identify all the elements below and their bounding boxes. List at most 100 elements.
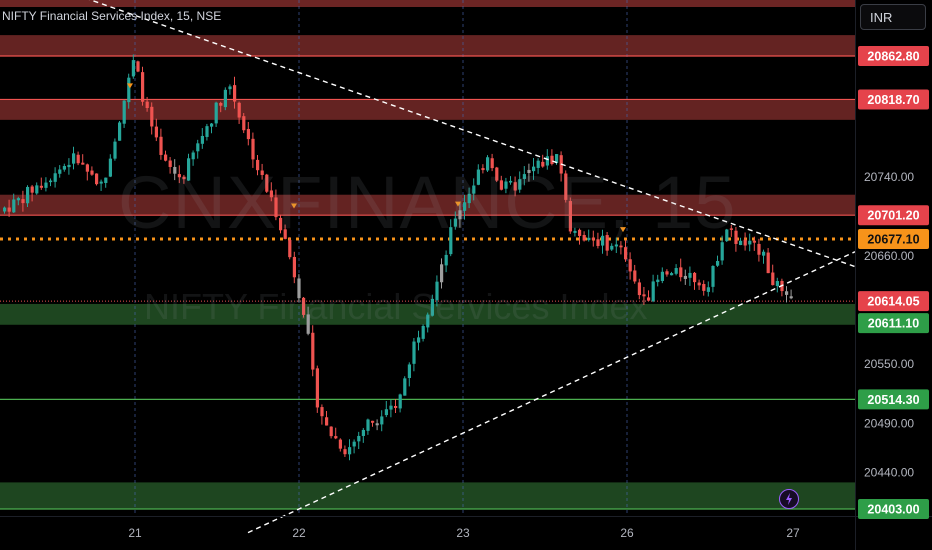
y-tick-label: 20660.00 (864, 249, 914, 263)
candle-body (637, 282, 641, 296)
candle-body (509, 180, 513, 183)
x-tick-label: 26 (620, 526, 634, 540)
candle-body (141, 72, 145, 102)
candle-body (246, 128, 250, 140)
price-label-resistance (858, 46, 929, 66)
candle-body (739, 240, 743, 246)
candle-body (688, 272, 692, 278)
candle-body (458, 210, 462, 220)
candle-body (720, 242, 724, 261)
candle-body (205, 126, 209, 137)
candle-body (550, 155, 554, 165)
candle-body (223, 89, 227, 108)
candle-body (412, 341, 416, 364)
candle-body (210, 123, 214, 127)
candle-body (352, 441, 356, 447)
candle-body (81, 162, 85, 165)
candle-body (771, 272, 775, 286)
signal-marker (127, 83, 133, 89)
x-tick-label: 27 (786, 526, 800, 540)
price-label-text: 20677.10 (867, 232, 919, 246)
resistance-zone-top (0, 0, 855, 7)
candle-body (343, 449, 347, 455)
candle-body (12, 199, 16, 213)
alert-bolt-icon[interactable] (779, 489, 799, 509)
candle-body (104, 177, 108, 183)
candle-body (679, 267, 683, 278)
candle-body (150, 106, 154, 127)
candle-body (614, 244, 618, 247)
candle-body (154, 126, 158, 138)
candle-body (219, 102, 223, 106)
trendline-descending (88, 0, 856, 268)
currency-button[interactable]: INR (860, 4, 926, 30)
candle-body (555, 154, 559, 164)
candle-body (476, 169, 480, 185)
candle-body (90, 170, 94, 175)
candle-body (30, 186, 34, 193)
candle-body (3, 207, 7, 212)
candle-body (269, 190, 273, 198)
candle-body (725, 229, 729, 242)
candle-body (338, 439, 342, 449)
candle-body (214, 102, 218, 124)
candle-body (136, 61, 140, 72)
signal-marker (455, 201, 461, 207)
candle-body (85, 164, 89, 172)
price-label-resistance (858, 205, 929, 226)
candle-body (578, 229, 582, 236)
candle-body (260, 170, 264, 175)
candle-body (371, 420, 375, 423)
resistance-zone (0, 99, 855, 120)
candle-body (53, 173, 57, 182)
candle-body (453, 218, 457, 227)
candle-body (619, 245, 623, 248)
resistance-zone (0, 194, 855, 216)
support-zone (0, 482, 855, 509)
candle-body (164, 154, 168, 161)
candle-body (518, 179, 522, 190)
candle-body (44, 182, 48, 188)
candle-body (403, 378, 407, 396)
candle-body (670, 273, 674, 276)
price-label-support (858, 313, 929, 334)
candle-body (752, 240, 756, 243)
candle-body (711, 265, 715, 287)
resistance-zone (0, 35, 855, 56)
price-label-highlight (858, 228, 929, 249)
candle-body (72, 153, 76, 164)
candle-body (748, 240, 752, 245)
candle-body (168, 160, 172, 167)
candle-body (430, 298, 434, 316)
candle-body (21, 199, 25, 204)
y-tick-label: 20550.00 (864, 357, 914, 371)
candle-body (545, 156, 549, 166)
candle-body (265, 174, 269, 192)
candle-body (757, 243, 761, 255)
candle-body (182, 176, 186, 180)
candle-body (665, 271, 669, 275)
price-label-text: 20614.05 (867, 295, 919, 309)
candle-body (288, 239, 292, 258)
candle-body (131, 60, 135, 77)
candle-body (242, 116, 246, 131)
candle-body (58, 169, 62, 174)
candle-body (775, 281, 779, 286)
price-label-text: 20611.10 (868, 317, 919, 331)
signal-marker (291, 203, 297, 209)
candle-body (532, 166, 536, 172)
candle-body (279, 217, 283, 231)
candle-body (251, 138, 255, 160)
candle-body (233, 85, 237, 102)
candle-body (297, 278, 301, 299)
candle-body (734, 230, 738, 244)
candle-body (177, 174, 181, 178)
candle-body (7, 207, 11, 212)
candle-body (122, 100, 126, 124)
candle-body (651, 281, 655, 302)
price-label-support (858, 499, 929, 519)
candle-body (26, 186, 30, 204)
candle-body (187, 158, 191, 181)
